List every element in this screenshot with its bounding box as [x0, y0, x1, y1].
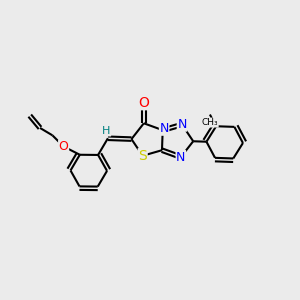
Text: O: O — [138, 96, 149, 110]
Text: O: O — [59, 140, 69, 153]
Text: N: N — [177, 118, 187, 131]
Text: S: S — [138, 149, 147, 163]
Text: CH₃: CH₃ — [202, 118, 218, 127]
Text: H: H — [102, 126, 111, 136]
Text: N: N — [176, 151, 185, 164]
Text: N: N — [160, 122, 169, 135]
